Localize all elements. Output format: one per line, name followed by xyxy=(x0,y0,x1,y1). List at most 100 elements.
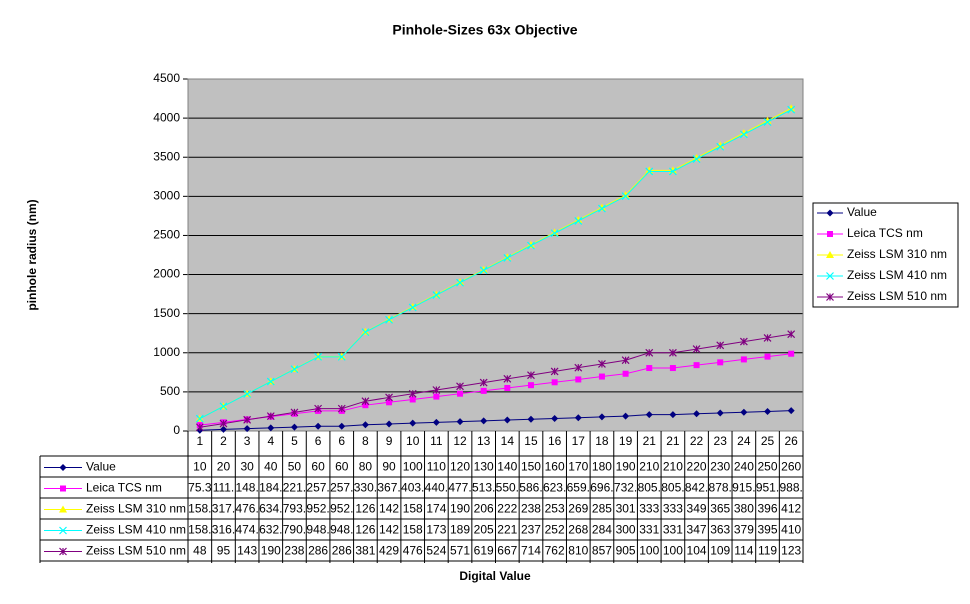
table-cell: 284 xyxy=(592,523,612,537)
table-cell: 524 xyxy=(426,544,446,558)
marker xyxy=(787,104,796,112)
table-cell: 316. xyxy=(212,523,235,537)
table-cell: 190 xyxy=(450,502,470,516)
table-cell: 158. xyxy=(188,523,211,537)
table-cell: 286 xyxy=(308,544,328,558)
marker xyxy=(550,228,559,236)
marker xyxy=(243,415,252,424)
marker xyxy=(385,315,393,324)
table-cell: 410 xyxy=(781,523,801,537)
table-cell: 951. xyxy=(756,481,779,495)
x-tick-label: 26 xyxy=(784,434,798,448)
table-cell: 20 xyxy=(217,460,231,474)
table-cell: 905 xyxy=(616,544,636,558)
table-cell: 988. xyxy=(779,481,802,495)
x-tick-label: 6 xyxy=(315,434,322,448)
legend-label: Zeiss LSM 510 nm xyxy=(847,289,947,303)
table-cell: 269 xyxy=(568,502,588,516)
x-tick-label: 19 xyxy=(619,434,633,448)
marker xyxy=(385,420,393,428)
table-cell: 381 xyxy=(355,544,375,558)
x-tick-label: 23 xyxy=(714,434,728,448)
table-cell: 301 xyxy=(616,502,636,516)
marker xyxy=(59,464,67,471)
table-cell: 158 xyxy=(403,502,423,516)
table-cell: 550. xyxy=(496,481,519,495)
marker xyxy=(763,118,772,126)
table-cell: 180 xyxy=(592,460,612,474)
table-cell: 210 xyxy=(663,460,683,474)
marker xyxy=(527,371,535,380)
marker xyxy=(243,389,252,398)
table-cell: 623. xyxy=(543,481,566,495)
marker xyxy=(290,423,298,431)
table-cell: 476. xyxy=(235,502,258,516)
marker xyxy=(739,337,748,346)
marker xyxy=(337,404,346,413)
marker xyxy=(432,418,440,426)
x-tick-label: 21 xyxy=(666,434,680,448)
table-cell: 205 xyxy=(474,523,494,537)
x-tick-label: 11 xyxy=(430,434,443,448)
table-cell: 257. xyxy=(330,481,353,495)
table-cell: 148. xyxy=(235,481,258,495)
marker xyxy=(827,231,833,237)
table-cell: 632. xyxy=(259,523,282,537)
marker xyxy=(219,425,227,433)
table-cell: 111. xyxy=(213,481,235,495)
table-cell: 114 xyxy=(734,544,753,558)
marker xyxy=(266,412,275,421)
marker xyxy=(408,389,417,398)
marker xyxy=(314,422,322,430)
x-tick-label: 22 xyxy=(690,434,704,448)
table-cell: 130 xyxy=(474,460,494,474)
x-tick-label: 2 xyxy=(220,434,227,448)
table-cell: 126 xyxy=(355,502,375,516)
y-tick-label: 3500 xyxy=(153,149,180,163)
marker xyxy=(764,407,772,415)
table-cell: 80 xyxy=(359,460,373,474)
marker xyxy=(646,365,653,372)
marker xyxy=(457,390,464,397)
table-cell: 477. xyxy=(448,481,471,495)
x-tick-label: 6 xyxy=(338,434,345,448)
table-cell: 250 xyxy=(758,460,778,474)
table-cell: 238 xyxy=(284,544,304,558)
table-row-label: Zeiss LSM 510 nm xyxy=(86,544,186,558)
table-cell: 842. xyxy=(685,481,708,495)
table-cell: 586. xyxy=(519,481,542,495)
table-cell: 915. xyxy=(732,481,755,495)
marker xyxy=(693,362,700,369)
marker xyxy=(526,240,535,248)
table-cell: 331 xyxy=(639,523,659,537)
marker xyxy=(826,251,834,258)
table-cell: 10 xyxy=(193,460,207,474)
marker xyxy=(479,378,488,387)
marker xyxy=(219,402,228,411)
y-tick-label: 4500 xyxy=(153,71,180,85)
marker xyxy=(361,327,370,335)
x-tick-label: 13 xyxy=(477,434,491,448)
y-tick-label: 2000 xyxy=(153,267,180,281)
table-cell: 300 xyxy=(616,523,636,537)
x-tick-label: 12 xyxy=(453,434,467,448)
table-row-label: Value xyxy=(86,460,116,474)
table-cell: 260 xyxy=(781,460,801,474)
table-cell: 286 xyxy=(332,544,352,558)
marker xyxy=(716,142,725,151)
marker xyxy=(385,393,393,402)
x-tick-label: 21 xyxy=(643,434,657,448)
marker xyxy=(60,485,66,492)
table-cell: 659. xyxy=(567,481,590,495)
table-cell: 189 xyxy=(450,523,470,537)
marker xyxy=(551,379,558,386)
table-cell: 230 xyxy=(710,460,730,474)
marker xyxy=(668,167,677,176)
marker xyxy=(598,360,606,368)
x-tick-label: 1 xyxy=(196,434,203,448)
marker xyxy=(480,417,488,425)
table-cell: 732. xyxy=(614,481,637,495)
table-cell: 696. xyxy=(590,481,613,495)
series-line xyxy=(199,353,792,426)
table-cell: 380 xyxy=(734,502,754,516)
